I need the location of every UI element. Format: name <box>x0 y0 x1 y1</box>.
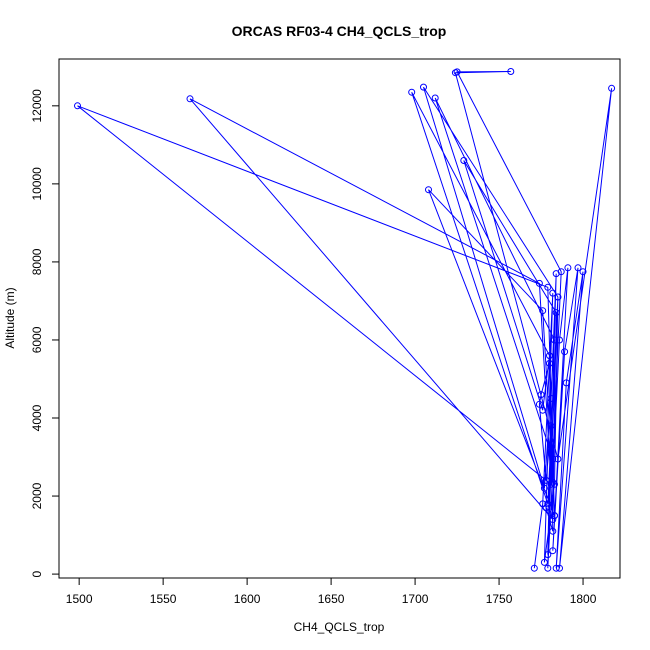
y-tick-label: 4000 <box>30 404 44 431</box>
x-tick-label: 1700 <box>402 592 429 606</box>
y-tick-label: 0 <box>30 570 44 577</box>
data-point <box>574 264 582 272</box>
data-point <box>431 94 439 102</box>
data-point <box>546 359 553 367</box>
data-point <box>530 564 538 572</box>
data-point <box>74 102 81 110</box>
data-point <box>539 500 547 508</box>
data-point <box>554 455 562 463</box>
data-point <box>551 480 558 488</box>
data-point <box>535 400 543 408</box>
data-point <box>544 551 552 559</box>
data-point <box>539 307 547 315</box>
data-point <box>608 84 616 92</box>
data-point <box>549 547 557 555</box>
data-point <box>551 336 558 344</box>
data-point <box>408 88 416 96</box>
data-point <box>562 379 570 387</box>
data-point <box>186 95 194 103</box>
x-tick-label: 1600 <box>234 592 261 606</box>
data-point <box>561 348 569 356</box>
data-point <box>549 455 557 463</box>
x-axis: 1500 1550 1600 1650 1700 1750 1800 <box>66 577 597 606</box>
data-point <box>544 500 552 508</box>
data-point <box>556 564 563 572</box>
data-point <box>420 83 427 91</box>
data-point <box>556 336 563 344</box>
y-axis: 0 2000 4000 6000 8000 10000 12000 <box>30 89 60 577</box>
x-tick-label: 1800 <box>570 592 597 606</box>
y-tick-label: 12000 <box>30 89 44 123</box>
data-point <box>547 480 555 488</box>
data-point <box>542 476 550 484</box>
series-line <box>77 71 613 569</box>
data-point <box>540 484 548 492</box>
data-point <box>549 289 557 297</box>
x-tick-label: 1750 <box>486 592 513 606</box>
data-point <box>425 186 432 194</box>
data-point <box>551 512 558 520</box>
x-tick-label: 1550 <box>150 592 177 606</box>
data-point <box>552 309 560 317</box>
data-point <box>564 264 572 272</box>
y-tick-label: 6000 <box>30 326 44 353</box>
data-point <box>549 516 557 523</box>
data-point <box>544 564 552 572</box>
data-point <box>547 422 555 430</box>
data-point <box>546 352 553 360</box>
y-axis-label: Altitude (m) <box>3 287 17 348</box>
data-point <box>460 157 468 164</box>
data-point <box>507 68 515 75</box>
data-point <box>549 478 557 486</box>
data-series <box>74 68 616 572</box>
x-tick-label: 1650 <box>318 592 345 606</box>
data-point <box>557 268 565 276</box>
y-tick-label: 8000 <box>30 248 44 275</box>
data-point <box>552 564 560 572</box>
data-point <box>540 558 548 566</box>
chart-title: ORCAS RF03-4 CH4_QCLS_trop <box>232 23 447 39</box>
data-point <box>535 279 543 287</box>
data-point <box>539 406 547 414</box>
data-point <box>579 268 587 276</box>
y-tick-label: 2000 <box>30 482 44 509</box>
x-axis-label: CH4_QCLS_trop <box>294 620 385 634</box>
data-point <box>549 527 557 535</box>
data-point <box>554 293 562 301</box>
x-tick-label: 1500 <box>66 592 93 606</box>
y-tick-label: 10000 <box>30 167 44 201</box>
data-point <box>537 391 545 399</box>
data-point <box>542 504 550 512</box>
data-point <box>547 395 555 402</box>
data-point <box>544 283 552 291</box>
data-point <box>453 68 461 76</box>
